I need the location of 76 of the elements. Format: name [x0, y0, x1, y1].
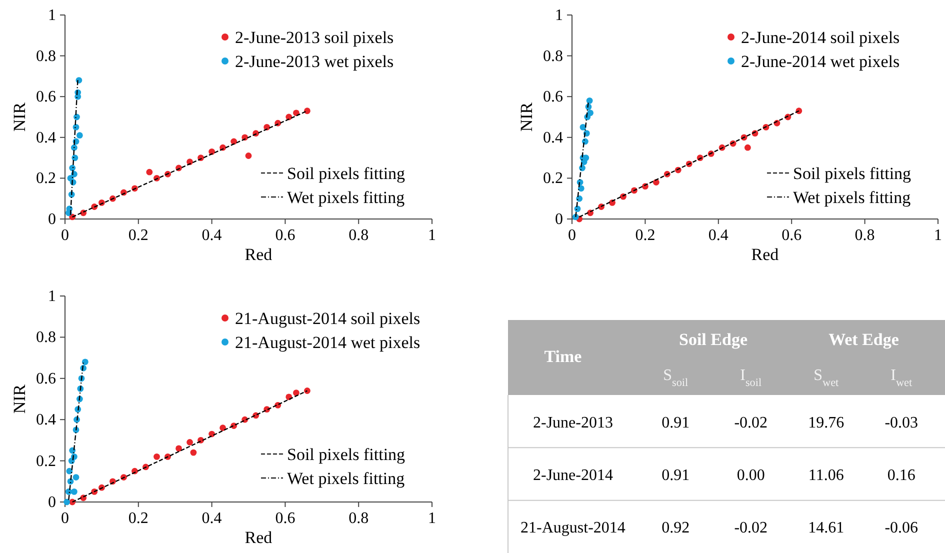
y-tick-label: 1 — [555, 7, 563, 24]
legend-label: Wet pixels fitting — [287, 188, 406, 207]
x-tick-label: 0.6 — [275, 227, 296, 244]
y-tick-label: 0.2 — [36, 170, 56, 188]
x-tick-label: 0.6 — [275, 510, 296, 527]
x-tick-label: 0 — [61, 227, 69, 244]
legend-label: Wet pixels fitting — [287, 469, 406, 488]
legend-label: Soil pixels fitting — [287, 164, 406, 183]
category-label: 2-June-2013 — [533, 414, 613, 432]
y-tick-label: 0 — [48, 494, 56, 511]
text: 0.92 — [662, 520, 690, 537]
x-tick-label: 0.4 — [202, 510, 222, 527]
x-tick-label: 0.2 — [128, 510, 148, 527]
y-tick-label: 0.4 — [36, 129, 56, 146]
y-tick-label: 0.6 — [543, 88, 563, 106]
y-tick-label: 0.2 — [543, 170, 563, 188]
y-tick-label: 0.8 — [543, 48, 563, 65]
category-label: S$_{soil}$ — [663, 367, 688, 389]
y-tick-label: 0 — [555, 211, 563, 228]
legend-label: Soil pixels fitting — [793, 164, 912, 183]
text: 11.06 — [808, 467, 844, 484]
y-axis-title: NIR — [10, 384, 29, 414]
x-tick-label: 0.4 — [708, 227, 728, 244]
legend-label: 2-June-2013 wet pixels — [235, 52, 394, 71]
y-tick-label: 0 — [48, 211, 56, 228]
x-tick-label: 0.8 — [854, 227, 875, 244]
x-tick-label: 0.8 — [348, 510, 369, 527]
legend-label: Wet pixels fitting — [793, 188, 912, 207]
text: Soil Edge — [679, 330, 748, 349]
text: -0.02 — [734, 520, 768, 537]
text: Wet Edge — [828, 330, 900, 349]
text: Time — [544, 347, 582, 366]
legend-label: 2-June-2014 wet pixels — [741, 52, 900, 71]
text: 0.00 — [736, 467, 765, 484]
y-tick-label: 1 — [48, 7, 56, 24]
text: 0.16 — [887, 467, 916, 484]
y-tick-label: 0.6 — [36, 88, 56, 106]
y-axis-title: NIR — [10, 102, 29, 132]
text: 0.91 — [662, 467, 690, 484]
text: -0.06 — [884, 520, 918, 537]
category-label: S$_{wet}$ — [814, 367, 840, 389]
y-tick-label: 0.8 — [36, 329, 56, 346]
y-tick-label: 0.4 — [36, 412, 56, 429]
x-axis-title: Red — [244, 245, 273, 264]
x-tick-label: 0.6 — [782, 227, 802, 244]
legend-label: 2-June-2013 soil pixels — [235, 28, 394, 47]
category-label: I$_{soil}$ — [740, 367, 762, 389]
x-axis-title: Red — [244, 528, 273, 547]
y-tick-label: 0.4 — [543, 129, 563, 146]
category-label: I$_{wet}$ — [890, 367, 914, 389]
y-axis-title: NIR — [517, 102, 536, 132]
y-tick-label: 0.8 — [36, 48, 56, 65]
legend-label: 21-August-2014 wet pixels — [235, 333, 420, 352]
text: -0.02 — [734, 414, 768, 432]
x-tick-label: 1 — [934, 227, 942, 244]
legend-label: 2-June-2014 soil pixels — [741, 28, 900, 47]
y-tick-label: 0.6 — [36, 370, 56, 388]
x-tick-label: 0.2 — [128, 227, 148, 244]
y-tick-label: 1 — [48, 288, 56, 305]
x-tick-label: 0.4 — [202, 227, 222, 244]
category-label: 2-June-2014 — [533, 467, 613, 484]
text: 0.91 — [662, 414, 690, 432]
x-tick-label: 0.8 — [348, 227, 369, 244]
text: 19.76 — [808, 414, 844, 432]
x-axis-title: Red — [751, 245, 780, 264]
x-tick-label: 0 — [568, 227, 576, 244]
category-label: 21-August-2014 — [520, 520, 626, 537]
y-tick-label: 0.2 — [36, 452, 56, 470]
x-tick-label: 1 — [428, 227, 436, 244]
x-tick-label: 0 — [61, 510, 69, 527]
text: -0.03 — [884, 414, 918, 432]
text: 14.61 — [808, 520, 844, 537]
legend-label: Soil pixels fitting — [287, 445, 406, 464]
x-tick-label: 0.2 — [635, 227, 656, 244]
legend-label: 21-August-2014 soil pixels — [235, 309, 420, 328]
x-tick-label: 1 — [428, 510, 436, 527]
